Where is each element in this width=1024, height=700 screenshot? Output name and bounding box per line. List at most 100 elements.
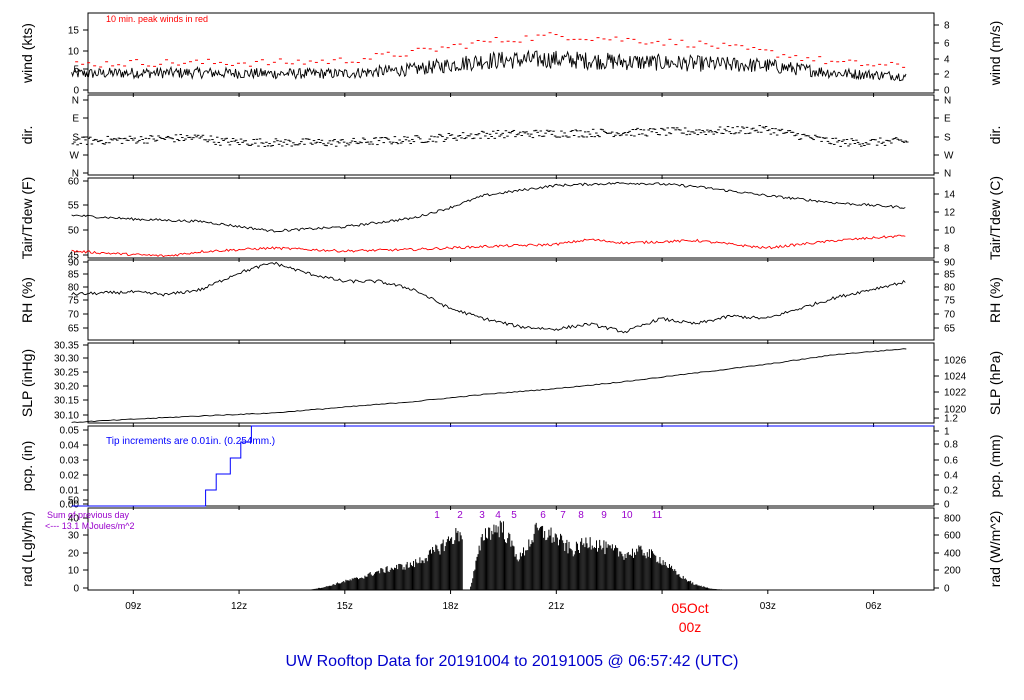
y-tick-label: 50 [68,226,80,237]
x-midnight-label: 00z [679,619,702,635]
pcp-ylabel: pcp. (in) [19,441,35,492]
wind-annotation: 10 min. peak winds in red [106,14,208,24]
y-tick-right-label: 80 [944,283,956,294]
page-title: UW Rooftop Data for 20191004 to 20191005… [286,653,739,670]
rad-hour-label: 6 [540,510,546,521]
slp-ylabel-right: SLP (hPa) [987,351,1003,415]
y-tick-right-label: 90 [944,258,956,269]
rad-annotation-line1: Sum of previous day [47,510,130,520]
y-tick-label: N [72,96,79,107]
y-tick-right-label: 400 [944,549,961,560]
y-tick-right-label: 1022 [944,388,967,399]
dir-ylabel-right: dir. [987,126,1003,145]
pcp-annotation: Tip increments are 0.01in. (0.254mm.) [106,436,275,447]
y-tick-right-label: N [944,169,951,180]
rad-ylabel: rad (Lgly/hr) [19,511,35,586]
y-tick-label: 45 [68,251,80,262]
rad-hour-label: 2 [457,510,463,521]
x-tick-label: 03z [760,601,776,612]
y-tick-label: 30.15 [54,396,79,407]
y-tick-right-label: 70 [944,310,956,321]
rad-hour-label: 8 [578,510,584,521]
y-tick-label: 0.03 [60,456,80,467]
rh-ylabel-right: RH (%) [987,277,1003,323]
y-tick-label: 30.10 [54,411,79,422]
rad-hour-label: 7 [560,510,566,521]
y-tick-right-label: 85 [944,270,956,281]
y-tick-label: 0.00 [60,500,80,511]
slp-series-line [71,348,907,423]
y-tick-right-label: 8 [944,21,950,32]
y-tick-right-label: 10 [944,226,956,237]
y-tick-right-label: 6 [944,39,950,50]
wind-frame [87,12,935,94]
y-tick-right-label: 8 [944,244,950,255]
y-tick-label: S [72,133,79,144]
y-tick-label: 30 [68,531,80,542]
x-tick-label: 09z [125,601,141,612]
x-tick-label: 18z [443,601,459,612]
y-tick-right-label: 4 [944,55,950,66]
rad-panel: rad (Lgly/hr) rad (W/m^2)0102030405002004… [19,496,1003,595]
rad-annotation-line2: <--- 13.1 MJoules/m^2 [45,521,135,531]
wind-series-line [71,49,907,82]
y-tick-right-label: 0 [944,584,950,595]
y-tick-right-label: 14 [944,190,956,201]
rh-ylabel: RH (%) [19,277,35,323]
y-tick-label: 0.05 [60,426,80,437]
y-tick-right-label: 0.8 [944,440,958,451]
x-date-label: 05Oct [671,600,708,616]
y-tick-label: 30.25 [54,368,79,379]
y-tick-right-label: 1 [944,427,950,438]
y-tick-label: 5 [73,65,79,76]
rad-ylabel-right: rad (W/m^2) [987,511,1003,588]
temp-panel: Tair/Tdew (F) Tair/Tdew (C) 45 50 55 60 8 10 12 1… [19,176,1003,262]
y-tick-label: 0.01 [60,486,80,497]
y-tick-right-label: 1024 [944,372,967,383]
y-tick-label: 40 [68,514,80,525]
y-tick-label: 50 [68,496,80,507]
y-tick-label: 10 [68,47,80,58]
y-tick-right-label: 800 [944,514,961,525]
x-tick-label: 15z [337,601,353,612]
y-tick-label: 0 [73,86,79,97]
y-tick-right-label: 0.4 [944,471,958,482]
temp-ylabel-right: Tair/Tdew (C) [987,176,1003,260]
rad-hour-label: 5 [511,510,517,521]
y-tick-right-label: 0 [944,86,950,97]
x-tick-label: 21z [548,601,564,612]
y-tick-right-label: 0.6 [944,456,958,467]
x-tick-label: 12z [231,601,247,612]
y-tick-label: 70 [68,310,80,321]
y-tick-label: 0.04 [60,441,80,452]
y-tick-right-label: 12 [944,208,956,219]
pcp-panel: pcp. (in) pcp. (mm) 0.00 0.01 0.02 0.03 0.04 0.… [19,414,1003,511]
rad-hour-label: 10 [621,510,633,521]
rad-hour-label: 3 [479,510,485,521]
y-tick-label: 0 [73,584,79,595]
pcp-ylabel-right: pcp. (mm) [987,435,1003,498]
y-tick-right-label: 0.2 [944,486,958,497]
y-tick-label: 85 [68,270,80,281]
y-tick-right-label: 75 [944,296,956,307]
y-tick-label: 20 [68,549,80,560]
y-tick-right-label: N [944,96,951,107]
y-tick-label: 65 [68,324,80,335]
temp-ylabel: Tair/Tdew (F) [19,177,35,259]
y-tick-label: 30.30 [54,354,79,365]
y-tick-right-label: 2 [944,70,950,81]
rh-series-line [71,261,906,334]
y-tick-right-label: 600 [944,531,961,542]
y-tick-right-label: 0 [944,500,950,511]
y-tick-label: 30.35 [54,341,79,352]
dir-frame [87,94,935,176]
y-tick-label: 30.20 [54,382,79,393]
slp-panel: SLP (inHg) SLP (hPa) 30.10 30.15 30.20 30.25 3… [19,341,1003,427]
y-tick-label: 0.02 [60,471,80,482]
tdew-series-line [71,234,906,258]
temp-frame [87,177,935,259]
wind-ylabel-right: wind (m/s) [987,21,1003,87]
